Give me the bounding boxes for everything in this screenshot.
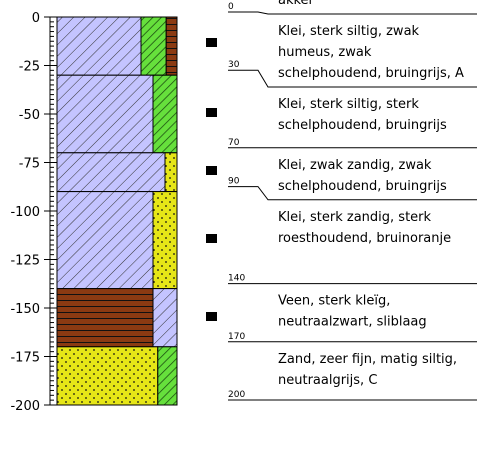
soil-component <box>57 75 153 153</box>
tick-label: -75 <box>19 157 40 172</box>
depth-label: 170 <box>228 332 245 342</box>
layer-description: Klei, sterk zandig, sterk <box>278 210 432 225</box>
soil-component <box>57 192 153 289</box>
layer-description: schelphoudend, bruingrijs <box>278 179 447 194</box>
tick-label: -100 <box>10 205 40 220</box>
layer-description: Klei, sterk siltig, sterk <box>278 97 419 112</box>
boundary-line <box>228 12 477 14</box>
tick-label: -200 <box>10 399 40 414</box>
depth-label: 90 <box>228 177 240 187</box>
layer-description: Zand, zeer fijn, matig siltig, <box>278 352 457 367</box>
tick-label: -150 <box>10 302 40 317</box>
depth-label: 70 <box>228 138 240 148</box>
depth-label: 0 <box>228 2 234 12</box>
sample-markers <box>206 38 217 321</box>
soil-component <box>166 17 177 75</box>
layer-description: Klei, zwak zandig, zwak <box>278 158 432 173</box>
layer-description: Veen, sterk kleïg, <box>278 294 390 309</box>
tick-label: -175 <box>10 351 40 366</box>
layer-description: schelphoudend, bruingrijs <box>278 118 447 133</box>
soil-component <box>165 153 177 192</box>
layer-description: schelphoudend, bruingrijs, A <box>278 66 464 81</box>
soil-component <box>153 75 177 153</box>
soil-component <box>57 17 141 75</box>
soil-component <box>57 153 165 192</box>
soil-component <box>141 17 166 75</box>
soil-component <box>57 289 153 347</box>
depth-label: 30 <box>228 60 240 70</box>
soil-component <box>153 192 177 289</box>
layer-description: Klei, sterk siltig, zwak <box>278 24 420 39</box>
soil-component <box>57 347 158 405</box>
tick-label: -25 <box>19 60 40 75</box>
boring-log: 0 -25 -50 -75 -100 -125 -150 -175 -200 akker 0 Klei… <box>0 0 477 463</box>
layer-description: neutraalgrijs, C <box>278 373 377 388</box>
tick-label: -50 <box>19 108 40 123</box>
layer-description: akker <box>278 0 315 8</box>
depth-label: 200 <box>228 390 245 400</box>
tick-label: 0 <box>32 11 40 26</box>
layer-description: roesthoudend, bruinoranje <box>278 231 451 246</box>
depth-label: 140 <box>228 274 245 284</box>
soil-component <box>158 347 177 405</box>
tick-label: -125 <box>10 254 40 269</box>
layer-description: humeus, zwak <box>278 45 372 60</box>
layer-description: neutraalzwart, sliblaag <box>278 315 427 330</box>
soil-component <box>153 289 177 347</box>
